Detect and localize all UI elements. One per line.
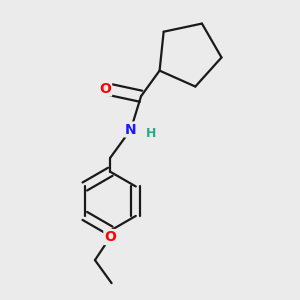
Text: O: O — [99, 82, 111, 96]
Text: H: H — [146, 127, 157, 140]
Text: O: O — [104, 230, 116, 244]
Text: N: N — [125, 122, 136, 136]
